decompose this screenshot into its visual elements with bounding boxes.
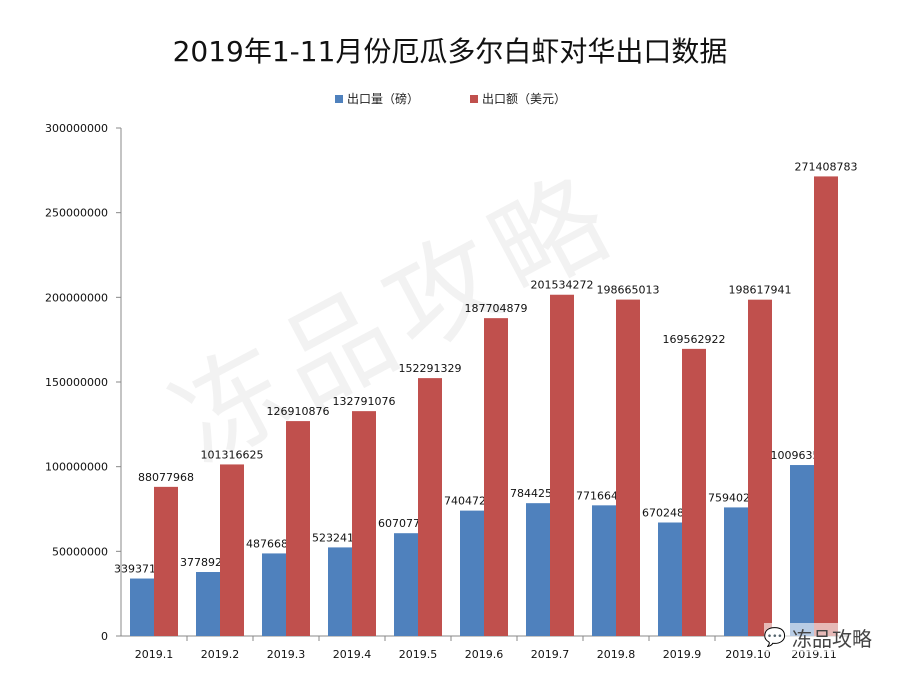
x-tick-label: 2019.9 [663, 648, 702, 661]
data-label: 169562922 [663, 333, 726, 346]
bar-value [484, 318, 508, 636]
data-label: 271408783 [795, 160, 858, 173]
bar-value [550, 294, 574, 636]
bar-value [286, 421, 310, 636]
y-tick-label: 100000000 [45, 461, 108, 474]
bar-value [352, 411, 376, 636]
legend-swatch-volume [335, 94, 343, 103]
x-tick-label: 2019.8 [597, 648, 636, 661]
bar-volume [196, 572, 220, 636]
y-tick-label: 150000000 [45, 376, 108, 389]
data-label: 88077968 [138, 471, 194, 484]
x-tick-label: 2019.1 [135, 648, 174, 661]
data-label: 132791076 [333, 395, 396, 408]
y-tick-label: 200000000 [45, 291, 108, 304]
y-tick-label: 50000000 [52, 545, 108, 558]
bar-volume [526, 503, 550, 636]
x-tick-label: 2019.5 [399, 648, 438, 661]
x-tick-label: 2019.10 [725, 648, 771, 661]
legend-label-value: 出口额（美元） [482, 92, 567, 106]
x-tick-label: 2019.6 [465, 648, 504, 661]
data-label: 201534272 [531, 279, 594, 292]
x-tick-label: 2019.4 [333, 648, 372, 661]
x-tick-label: 2019.7 [531, 648, 570, 661]
bar-value [748, 299, 772, 636]
chart-title: 2019年1-11月份厄瓜多尔白虾对华出口数据 [172, 35, 728, 68]
bar-value [616, 299, 640, 636]
data-label: 198665013 [597, 284, 660, 297]
y-tick-label: 250000000 [45, 207, 108, 220]
bar-volume [658, 522, 682, 636]
x-tick-label: 2019.3 [267, 648, 306, 661]
legend-item-volume: 出口量（磅） [335, 90, 419, 107]
data-label: 101316625 [201, 448, 264, 461]
bar-value [220, 464, 244, 636]
legend-item-value: 出口额（美元） [470, 90, 566, 107]
legend-swatch-value [470, 94, 478, 103]
bar-volume [394, 533, 418, 636]
brand-logo: 💬 冻品攻略 [763, 623, 872, 652]
bar-value [154, 486, 178, 636]
logo-text: 冻品攻略 [792, 627, 872, 651]
bar-value [418, 378, 442, 636]
y-tick-label: 0 [101, 630, 108, 643]
wechat-icon: 💬 [763, 627, 786, 648]
data-label: 187704879 [465, 302, 528, 315]
bar-volume [790, 465, 814, 636]
y-tick-label: 300000000 [45, 122, 108, 135]
data-label: 152291329 [399, 362, 462, 375]
bar-volume [328, 547, 352, 636]
bar-value [682, 348, 706, 636]
bar-volume [592, 505, 616, 636]
legend-label-volume: 出口量（磅） [347, 92, 420, 106]
bar-volume [460, 510, 484, 636]
bar-value [814, 176, 838, 636]
bar-volume [262, 553, 286, 636]
x-tick-label: 2019.2 [201, 648, 240, 661]
data-label: 198617941 [729, 284, 792, 297]
bar-volume [724, 507, 748, 636]
data-label: 126910876 [267, 405, 330, 418]
bar-volume [130, 578, 154, 636]
